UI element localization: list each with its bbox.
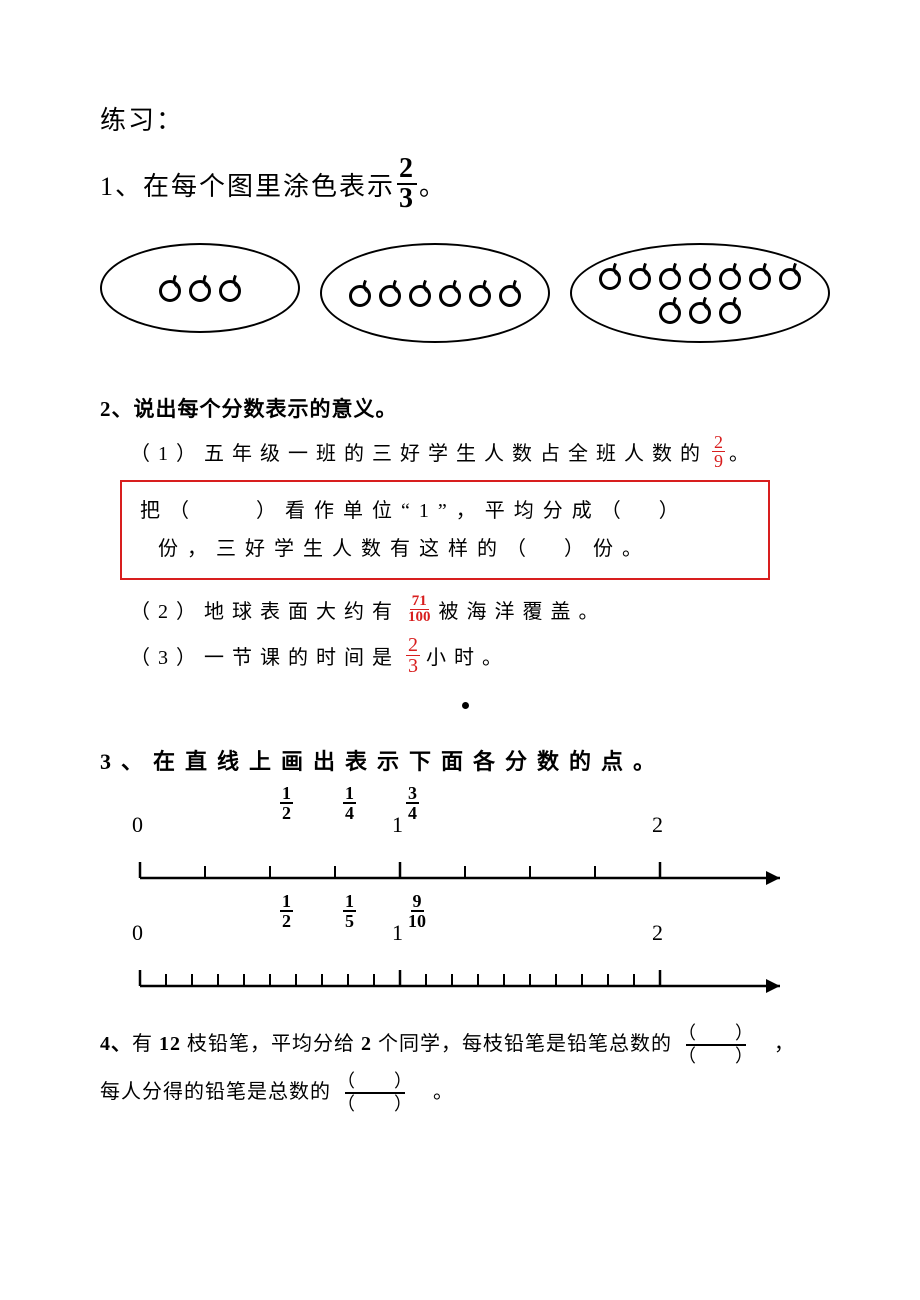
axis-label: 2 [652, 920, 663, 946]
box-line-1: 把（ ）看作单位“1”，平均分成（ ） [140, 492, 750, 530]
cherry-icon [659, 262, 681, 290]
cherry-icon [689, 296, 711, 324]
frac-den: 9 [712, 452, 725, 470]
number-line-svg [120, 960, 800, 1000]
axis-label: 0 [132, 920, 143, 946]
oval-group [570, 243, 830, 343]
paren-bottom: （ ） [678, 1046, 754, 1068]
number-line-svg [120, 852, 800, 892]
cherry-icon [629, 262, 651, 290]
q4-mid: ， [774, 1033, 795, 1055]
q4-suffix: 。 [433, 1081, 454, 1103]
cherry-icon [349, 279, 371, 307]
frac-num: 2 [406, 635, 420, 656]
fraction: 12 [280, 784, 293, 822]
q2-item-1-label: （1）五年级一班的三好学生人数占全班人数的 [130, 437, 708, 466]
fraction: 34 [406, 784, 419, 822]
section-separator [100, 696, 830, 714]
q2-red-box: 把（ ）看作单位“1”，平均分成（ ） 份，三好学生人数有这样的（ ）份。 [120, 480, 770, 580]
empty-fraction-1: （ ） （ ） [678, 1023, 754, 1068]
cherry-icon [719, 296, 741, 324]
frac-den: 3 [406, 656, 420, 676]
cherry-icon [469, 279, 491, 307]
ovals-row [100, 243, 830, 343]
cherry-icon [439, 279, 461, 307]
dot-icon [462, 702, 469, 709]
q3-fracs-row-1: 12 14 34 [280, 784, 830, 822]
number-line-1: 012 [120, 832, 830, 872]
axis-label: 1 [392, 920, 403, 946]
exercise-title: 练习： [100, 100, 830, 137]
q3-heading: 3、在直线上画出表示下面各分数的点。 [100, 744, 830, 776]
q2-item-3: （3）一节课的时间是 2 3 小时。 [130, 635, 830, 676]
fraction-numerator: 2 [397, 155, 417, 185]
q1-fraction: 2 3 [397, 155, 417, 213]
frac-num: 2 [712, 433, 725, 452]
paren-top: （ ） [678, 1023, 754, 1045]
frac-den: 100 [406, 610, 433, 625]
q2-item-2-frac: 71 100 [406, 594, 433, 625]
q1-suffix: 。 [419, 166, 447, 203]
cherry-icon [689, 262, 711, 290]
q2-item-3-frac: 2 3 [406, 635, 420, 676]
cherry-icon [779, 262, 801, 290]
q2-item-1-suffix: 。 [729, 437, 757, 466]
cherry-icon [159, 274, 181, 302]
paren-top: （ ） [337, 1071, 413, 1093]
q4-prefix: 有 12 枝铅笔，平均分给 2 个同学，每枝铅笔是铅笔总数的 [132, 1033, 672, 1055]
paren-bottom: （ ） [337, 1094, 413, 1116]
cherry-icon [379, 279, 401, 307]
cherry-icon [409, 279, 431, 307]
q2-item-3-label: （3）一节课的时间是 [130, 641, 400, 670]
q4-text: 4、有 12 枝铅笔，平均分给 2 个同学，每枝铅笔是铅笔总数的 （ ） （ ）… [100, 1020, 830, 1116]
cherry-icon [499, 279, 521, 307]
axis-label: 1 [392, 812, 403, 838]
q2-item-2-label: （2）地球表面大约有 [130, 595, 400, 624]
axis-label: 2 [652, 812, 663, 838]
fraction: 14 [343, 784, 356, 822]
frac-num: 71 [410, 594, 429, 610]
q4-line2: 每人分得的铅笔是总数的 [100, 1081, 331, 1103]
cherry-icon [189, 274, 211, 302]
cherry-icon [749, 262, 771, 290]
q1-text: 1、在每个图里涂色表示 2 3 。 [100, 155, 830, 213]
q2-item-2-suffix: 被海洋覆盖。 [439, 595, 607, 624]
q2-heading: 2、说出每个分数表示的意义。 [100, 393, 830, 423]
fraction: 12 [280, 892, 293, 930]
q2-item-1: （1）五年级一班的三好学生人数占全班人数的 2 9 。 [130, 433, 830, 470]
axis-label: 0 [132, 812, 143, 838]
cherry-icon [219, 274, 241, 302]
oval-group [100, 243, 300, 333]
q4-num: 4、 [100, 1033, 132, 1055]
fraction-denominator: 3 [397, 185, 417, 213]
number-line-2: 012 [120, 940, 830, 980]
cherry-icon [599, 262, 621, 290]
cherry-icon [659, 296, 681, 324]
fraction: 910 [406, 892, 428, 930]
oval-group [320, 243, 550, 343]
q2-item-3-suffix: 小时。 [426, 641, 510, 670]
cherry-icon [719, 262, 741, 290]
box-line-2: 份，三好学生人数有这样的（ ）份。 [158, 530, 750, 568]
q2-item-2: （2）地球表面大约有 71 100 被海洋覆盖。 [130, 594, 830, 625]
q2-item-1-frac: 2 9 [712, 433, 725, 470]
q3-fracs-row-2: 12 15 910 [280, 892, 830, 930]
q1-prefix: 1、在每个图里涂色表示 [100, 166, 395, 203]
fraction: 15 [343, 892, 356, 930]
empty-fraction-2: （ ） （ ） [337, 1071, 413, 1116]
